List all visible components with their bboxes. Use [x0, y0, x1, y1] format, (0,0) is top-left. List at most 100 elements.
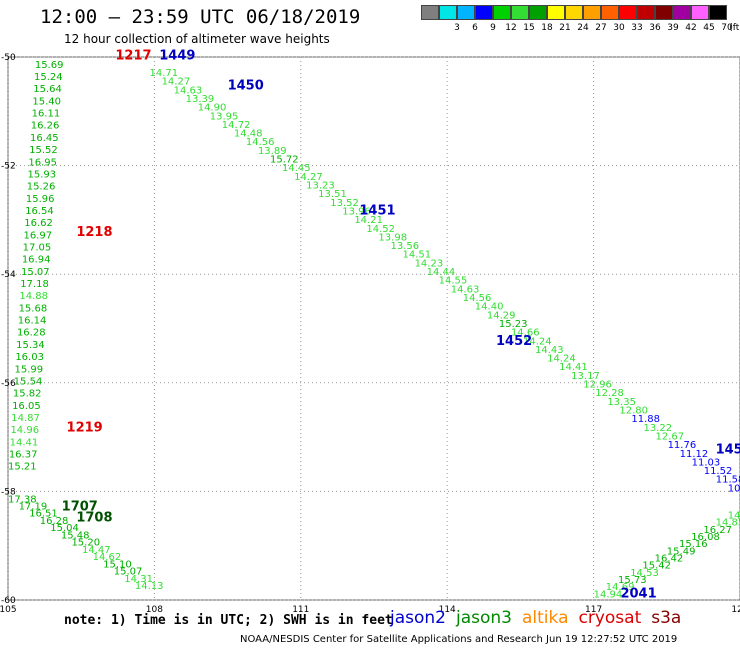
swh-value-a: 15.68 — [19, 303, 48, 314]
map-grid — [7, 56, 740, 601]
lon-tick-label: 114 — [439, 605, 456, 615]
swh-value-b: 14.55 — [439, 276, 468, 287]
scale-label: 3 — [454, 23, 460, 33]
axis-ticks: 105 108 111 114 117 120 -50 -52 -54 -56 -58 -60 — [0, 53, 740, 615]
pass-time-label: 1450 — [228, 79, 264, 94]
lon-tick-label: 105 — [0, 605, 17, 615]
swh-value-a: 16.62 — [24, 218, 53, 229]
swh-value-b: 13.17 — [571, 371, 600, 382]
swh-value-b: 13.95 — [210, 111, 239, 122]
swh-value-b: 13.23 — [306, 181, 335, 192]
swh-value-a: 16.54 — [25, 206, 54, 217]
pass-time-label: 2041 — [620, 586, 656, 601]
swh-value-b: 14.24 — [523, 336, 552, 347]
lat-tick-label: -56 — [1, 379, 16, 389]
lat-tick-label: -60 — [1, 596, 16, 606]
pass-time-label: 1453 — [716, 442, 740, 457]
swh-value-b: 14.48 — [234, 129, 263, 140]
swh-value-b: 14.44 — [427, 267, 456, 278]
swh-value-b: 14.40 — [475, 302, 504, 313]
swh-value-b: 13.96 — [342, 206, 371, 217]
pass-time-label: 1449 — [159, 49, 195, 64]
scale-label: 36 — [649, 23, 661, 33]
swh-value-a: 16.14 — [18, 316, 47, 327]
swh-value-a: 15.96 — [26, 194, 55, 205]
swh-value-d: 14.94 — [594, 589, 623, 600]
chart-title: 12:00 — 23:59 UTC 06/18/2019 — [40, 6, 361, 28]
swh-value-b: 14.63 — [174, 85, 203, 96]
swh-value-a: 15.40 — [32, 96, 61, 107]
swh-value-b: 12.96 — [583, 380, 612, 391]
swh-value-d: 14.85 — [716, 518, 740, 529]
swh-value-c: 14.62 — [93, 552, 122, 563]
pass-time-label: 1452 — [496, 334, 532, 349]
scale-label: 15 — [523, 23, 535, 33]
lon-tick-label: 117 — [585, 605, 602, 615]
scale-swatch — [601, 5, 619, 20]
legend-cryosat: cryosat — [578, 608, 642, 628]
swh-value-b: 13.22 — [643, 423, 672, 434]
swh-value-b: 13.56 — [390, 241, 419, 252]
scale-swatch — [457, 5, 475, 20]
swh-value-c: 15.10 — [103, 559, 132, 570]
swh-value-a: 16.37 — [9, 450, 38, 461]
lat-tick-label: -52 — [1, 162, 16, 172]
swh-value-a: 15.69 — [35, 60, 64, 71]
swh-value-a: 15.82 — [13, 389, 42, 400]
scale-unit: (ft) — [729, 23, 740, 33]
pass-time-label: 1707 — [62, 499, 98, 514]
swh-value-c: 15.48 — [61, 530, 90, 541]
swh-value-a: 14.88 — [19, 291, 48, 302]
pass-labels: 1217 1449 1450 1218 1451 1452 1219 1453 17071708… — [62, 49, 740, 602]
swh-value-d: 16.08 — [691, 532, 720, 543]
legend-altika: altika — [522, 608, 569, 628]
swh-value-b: 14.71 — [150, 68, 179, 79]
scale-swatch — [475, 5, 493, 20]
swh-value-c: 14.47 — [82, 545, 111, 556]
swh-value-b: 11.12 — [680, 449, 709, 460]
swh-value-c: 15.20 — [71, 538, 100, 549]
scale-label: 24 — [577, 23, 589, 33]
swh-value-b: 13.52 — [330, 198, 359, 209]
swh-value-c: 14.13 — [135, 581, 164, 592]
swh-value-d: 14.46 — [728, 511, 740, 522]
swh-value-a: 14.96 — [10, 425, 39, 436]
swh-value-a: 16.28 — [17, 328, 46, 339]
lon-tick-label: 120 — [731, 605, 740, 615]
swh-value-b: 11.52 — [704, 466, 733, 477]
scale-label: 21 — [559, 23, 571, 33]
swh-value-b: 14.51 — [403, 250, 432, 261]
swh-value-a: 15.24 — [34, 72, 63, 83]
lon-tick-label: 111 — [292, 605, 309, 615]
lat-tick-label: -50 — [1, 53, 16, 63]
swh-value-c: 17.38 — [8, 494, 37, 505]
swh-value-c: 16.28 — [40, 516, 69, 527]
swh-value-b: 10.01 — [728, 483, 740, 494]
scale-label: 42 — [685, 23, 697, 33]
pass-time-label: 1217 — [115, 49, 151, 64]
swh-value-d: 15.49 — [667, 546, 696, 557]
scale-swatch — [673, 5, 691, 20]
swh-value-b: 14.27 — [294, 172, 323, 183]
swh-value-b: 13.89 — [258, 146, 287, 157]
swh-value-a: 15.54 — [14, 376, 43, 387]
swh-value-c: 15.07 — [114, 567, 143, 578]
legend-jason2: jason2 — [390, 608, 446, 628]
swh-value-b: 14.45 — [282, 163, 311, 174]
swh-value-b: 15.23 — [499, 319, 528, 330]
swh-value-a: 15.34 — [16, 340, 45, 351]
swh-value-a: 15.52 — [29, 145, 58, 156]
swh-value-b: 11.76 — [668, 440, 697, 451]
lat-tick-label: -58 — [1, 487, 16, 497]
swh-value-b: 14.43 — [535, 345, 564, 356]
swh-value-b: 14.41 — [559, 362, 588, 373]
swh-value-d: 16.42 — [655, 553, 684, 564]
scale-swatch — [691, 5, 709, 20]
swh-value-d: 15.73 — [618, 575, 647, 586]
pass-time-label: 1708 — [76, 510, 112, 525]
scale-label: 12 — [505, 23, 517, 33]
scale-label: 9 — [490, 23, 496, 33]
scale-swatch — [511, 5, 529, 20]
